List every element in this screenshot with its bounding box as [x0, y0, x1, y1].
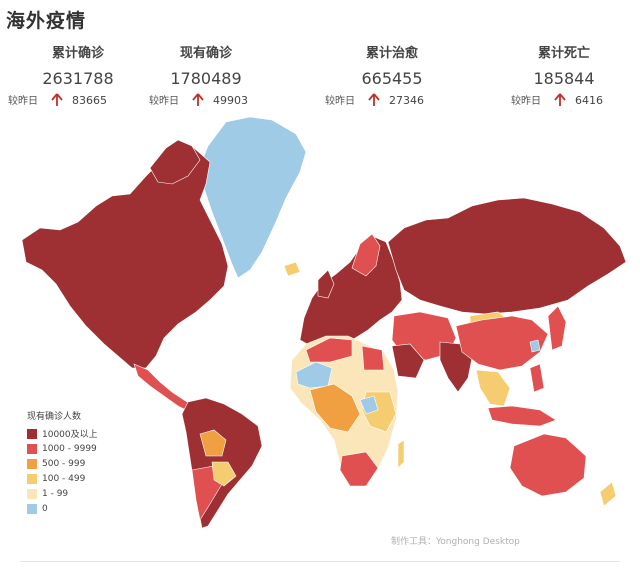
region-egypt[interactable]	[361, 345, 385, 371]
stat-total-recovered: 累计治愈 665455	[312, 42, 472, 88]
region-east-africa-blue[interactable]	[359, 395, 379, 415]
legend-label: 10000及以上	[42, 430, 98, 440]
stat-value: 185844	[533, 69, 595, 88]
legend-swatch	[27, 428, 37, 439]
stats-panel: 累计确诊 2631788 现有确诊 1780489 累计治愈 665455 累计…	[0, 42, 640, 114]
stat-value: 1780489	[170, 69, 242, 88]
delta-value: 6416	[575, 94, 603, 107]
legend-label: 0	[42, 503, 48, 514]
delta-value: 49903	[213, 94, 248, 107]
region-korea-japan[interactable]	[547, 305, 567, 351]
region-southeast-asia[interactable]	[475, 369, 511, 407]
legend-item: 1000 - 9999	[27, 441, 98, 456]
legend-label: 1 - 99	[42, 488, 69, 499]
credit-text: 制作工具：Yonghong Desktop	[391, 537, 520, 547]
legend-label: 500 - 999	[42, 458, 86, 469]
region-philippines[interactable]	[529, 363, 545, 393]
region-north-america[interactable]	[21, 145, 229, 369]
legend-swatch	[27, 503, 37, 514]
region-south-america-yellow[interactable]	[211, 461, 237, 487]
region-north-africa-red[interactable]	[305, 337, 353, 363]
arrow-up-icon	[51, 93, 63, 106]
delta-total-deaths: 较昨日 6416	[511, 92, 603, 107]
region-new-zealand[interactable]	[599, 481, 617, 507]
delta-total-recovered: 较昨日 27346	[325, 92, 424, 107]
footer-divider	[20, 561, 620, 562]
stat-current-confirmed: 现有确诊 1780489	[126, 42, 286, 88]
stat-total-deaths: 累计死亡 185844	[484, 42, 640, 88]
stat-value: 665455	[361, 69, 423, 88]
region-indonesia[interactable]	[487, 405, 557, 427]
region-middle-east-dark[interactable]	[391, 343, 425, 379]
legend-swatch	[27, 488, 37, 499]
region-arctic-islands[interactable]	[149, 139, 201, 185]
region-scandinavia-red[interactable]	[351, 233, 381, 277]
legend-swatch	[27, 458, 37, 469]
page-title: 海外疫情	[6, 10, 87, 32]
stat-label: 累计治愈	[365, 46, 418, 61]
delta-label: 较昨日	[8, 96, 38, 107]
stat-value: 2631788	[42, 69, 114, 88]
region-madagascar[interactable]	[397, 439, 405, 469]
legend-item: 10000及以上	[27, 426, 98, 441]
region-south-africa[interactable]	[339, 451, 379, 487]
region-africa-orange[interactable]	[309, 383, 361, 433]
region-uk[interactable]	[317, 269, 335, 299]
legend-label: 1000 - 9999	[42, 443, 97, 454]
region-china[interactable]	[455, 315, 549, 371]
delta-total-confirmed: 较昨日 83665	[8, 92, 107, 107]
stat-label: 现有确诊	[179, 46, 232, 61]
world-map	[21, 116, 627, 529]
arrow-up-icon	[368, 93, 380, 106]
stat-total-confirmed: 累计确诊 2631788	[0, 42, 158, 88]
stat-label: 累计死亡	[537, 46, 590, 61]
legend-label: 100 - 499	[42, 473, 86, 484]
region-taiwan-blue[interactable]	[529, 339, 541, 353]
region-central-america[interactable]	[133, 363, 195, 413]
arrow-up-icon	[554, 93, 566, 106]
legend-swatch	[27, 443, 37, 454]
delta-value: 83665	[72, 94, 107, 107]
legend-item: 1 - 99	[27, 486, 98, 501]
region-australia[interactable]	[509, 433, 587, 497]
delta-label: 较昨日	[325, 96, 355, 107]
region-russia[interactable]	[387, 197, 627, 315]
stat-label: 累计确诊	[51, 46, 104, 61]
delta-value: 27346	[389, 94, 424, 107]
delta-label: 较昨日	[511, 96, 541, 107]
delta-current-confirmed: 较昨日 49903	[149, 92, 248, 107]
legend-item: 0	[27, 501, 98, 516]
map-legend: 现有确诊人数 10000及以上 1000 - 9999 500 - 999 10…	[27, 409, 98, 516]
region-iceland[interactable]	[283, 261, 301, 277]
region-south-america-orange[interactable]	[199, 429, 227, 457]
legend-item: 100 - 499	[27, 471, 98, 486]
legend-item: 500 - 999	[27, 456, 98, 471]
legend-swatch	[27, 473, 37, 484]
delta-label: 较昨日	[149, 96, 179, 107]
arrow-up-icon	[192, 93, 204, 106]
legend-title: 现有确诊人数	[27, 412, 82, 422]
region-europe[interactable]	[299, 235, 403, 351]
